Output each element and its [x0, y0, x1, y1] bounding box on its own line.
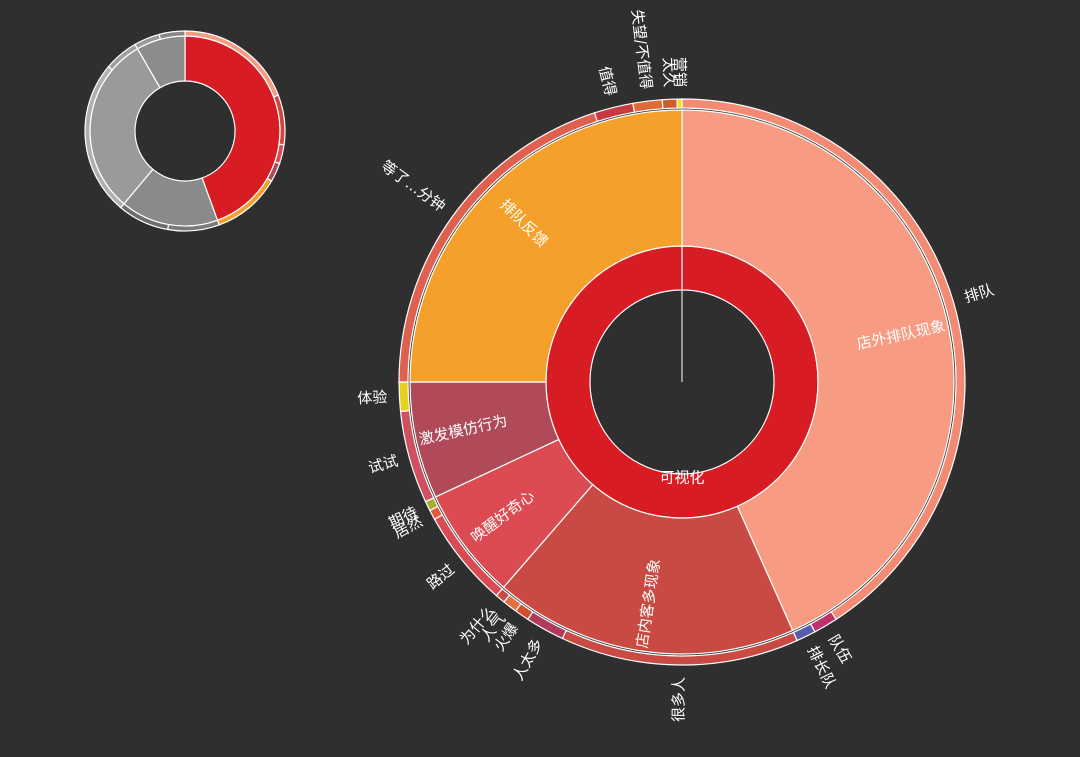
leaf-arc — [398, 381, 411, 413]
leaf-arc[interactable] — [158, 30, 186, 40]
main-sunburst: 店外排队现象排队队伍排长队店内客多现象很多人人太多火爆人气为什么唤醒好奇心路过居… — [357, 9, 996, 723]
category-arc — [502, 483, 794, 655]
leaf-arc — [676, 98, 683, 109]
leaf-label: 很多人 — [670, 677, 688, 722]
overview-sunburst[interactable] — [84, 30, 286, 232]
leaf-arc — [661, 98, 678, 110]
category-arc — [681, 109, 955, 632]
leaf-label: 营销 — [671, 57, 689, 87]
leaf-label: 体验 — [357, 388, 388, 408]
root-label: 可视化 — [659, 469, 704, 487]
leaf-label: 太久 — [659, 57, 678, 88]
category-arc — [409, 109, 683, 383]
